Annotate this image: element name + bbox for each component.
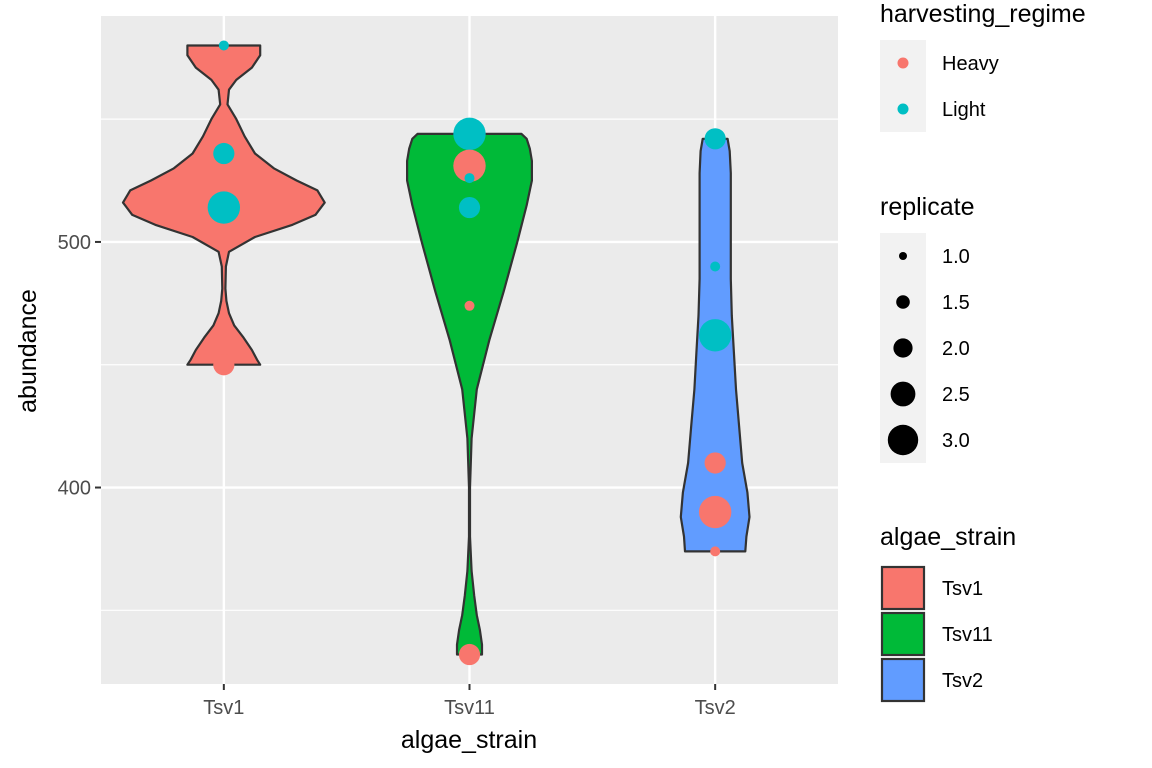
data-point <box>698 495 732 529</box>
data-point <box>458 643 481 666</box>
legend-key-size <box>893 338 913 358</box>
legend: harvesting_regime replicate algae_strain… <box>880 0 1086 703</box>
data-point <box>464 173 475 184</box>
legend-label: 1.5 <box>942 292 970 314</box>
data-point <box>704 128 726 150</box>
legend-key-heavy <box>897 57 909 69</box>
legend-title-replicate: replicate <box>880 193 975 221</box>
data-point <box>453 149 486 183</box>
data-point <box>458 196 481 219</box>
data-point <box>704 452 726 474</box>
legend-label: Tsv1 <box>942 578 983 600</box>
data-point <box>207 191 241 224</box>
violin-tsv11 <box>406 132 533 656</box>
legend-key-size <box>896 295 910 309</box>
legend-label: 2.5 <box>942 384 970 406</box>
x-tick-label: Tsv2 <box>695 697 736 719</box>
legend-key-tsv2 <box>880 657 926 703</box>
y-tick-label: 500 <box>58 232 91 254</box>
legend-label: Heavy <box>942 53 999 75</box>
x-tick-label: Tsv1 <box>203 697 244 719</box>
legend-key-background <box>880 40 926 132</box>
data-point <box>213 142 235 165</box>
legend-label: 2.0 <box>942 338 970 360</box>
data-point <box>213 354 235 376</box>
point-layer <box>207 40 732 666</box>
legend-key-light <box>897 103 909 115</box>
y-tick-label: 400 <box>58 478 91 500</box>
legend-label: Light <box>942 99 986 121</box>
data-point <box>464 300 475 311</box>
data-point <box>710 261 721 272</box>
legend-key-tsv11 <box>880 611 926 657</box>
legend-title-harvesting-regime: harvesting_regime <box>880 0 1086 28</box>
legend-label: 3.0 <box>942 430 970 452</box>
y-axis-title: abundance <box>14 289 42 413</box>
legend-title-algae-strain: algae_strain <box>880 523 1016 551</box>
x-axis-title: algae_strain <box>401 726 537 754</box>
data-point <box>453 117 486 151</box>
legend-key-size <box>887 424 919 456</box>
data-point <box>218 40 229 51</box>
x-tick-label: Tsv11 <box>444 697 495 719</box>
legend-label: Tsv2 <box>942 670 983 692</box>
data-point <box>698 319 732 352</box>
legend-label: 1.0 <box>942 246 970 268</box>
data-point <box>710 546 721 557</box>
legend-key-size <box>890 381 916 407</box>
legend-key-size <box>899 252 907 260</box>
axis-layer: 400 500 Tsv1 Tsv11 Tsv2 <box>58 232 736 719</box>
legend-key-tsv1 <box>880 565 926 611</box>
legend-label: Tsv11 <box>942 624 993 646</box>
